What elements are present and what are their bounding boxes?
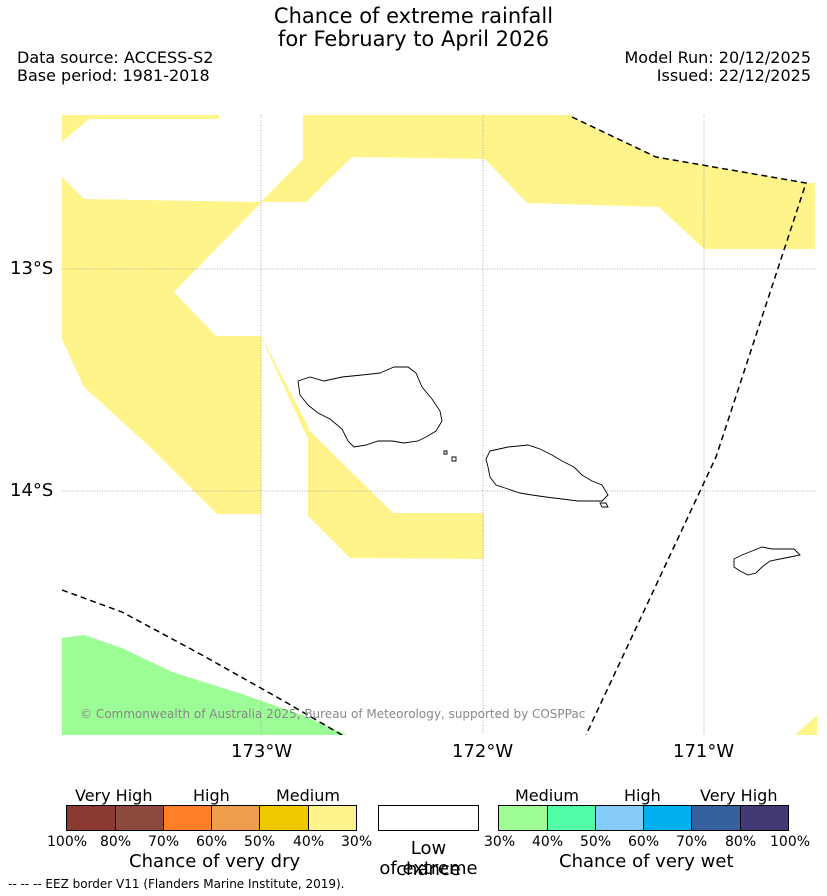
dry-swatch-80-70 — [115, 805, 164, 831]
wet-medium-region — [62, 635, 347, 735]
eez-border — [62, 116, 807, 735]
dry-category-very-high: Very High — [75, 786, 153, 805]
base-period-label: Base period: 1981-2018 — [17, 66, 210, 85]
dry-legend-title: Chance of very dry — [129, 851, 301, 872]
map-area: © Commonwealth of Australia 2025, Bureau… — [62, 115, 817, 735]
lon-label-172w: 172°W — [452, 741, 514, 762]
dry-tick-60: 60% — [196, 834, 228, 850]
wet-swatch-50-60 — [595, 805, 644, 831]
wet-swatch-40-50 — [547, 805, 596, 831]
dry-region-top-left-strip — [62, 115, 219, 142]
island-savaii — [297, 366, 443, 448]
dry-swatch-70-60 — [163, 805, 212, 831]
issued-label: Issued: 22/12/2025 — [656, 66, 811, 85]
wet-tick-100: 100% — [770, 834, 811, 850]
dry-tick-30: 30% — [341, 834, 373, 850]
lon-label-173w: 173°W — [231, 741, 293, 762]
wet-tick-50: 50% — [580, 834, 612, 850]
dry-medium-region — [62, 115, 817, 735]
wet-tick-60: 60% — [628, 834, 660, 850]
wet-swatch-80-100 — [740, 805, 789, 831]
wet-swatch-60-70 — [643, 805, 692, 831]
eez-border-southwest — [62, 589, 343, 735]
lat-label-13s: 13°S — [10, 258, 54, 279]
island-apolima — [451, 456, 457, 462]
dry-category-medium: Medium — [276, 786, 340, 805]
low-chance-title-line1: Low chance — [396, 838, 461, 880]
gridlines — [62, 115, 817, 735]
wet-category-high: High — [624, 786, 661, 805]
wet-category-medium: Medium — [515, 786, 579, 805]
dry-region-se-corner — [795, 715, 817, 735]
dry-tick-100: 100% — [47, 834, 88, 850]
island-tutuila — [733, 546, 801, 576]
dry-tick-80: 80% — [100, 834, 132, 850]
wet-legend-title: Chance of very wet — [559, 851, 734, 872]
dry-category-high: High — [193, 786, 230, 805]
eez-border-east — [571, 116, 807, 735]
dry-tick-70: 70% — [148, 834, 180, 850]
islands — [297, 366, 801, 576]
wet-category-very-high: Very High — [700, 786, 778, 805]
dry-tick-40: 40% — [293, 834, 325, 850]
model-run-label: Model Run: 20/12/2025 — [624, 48, 812, 67]
dry-swatch-40-30 — [308, 805, 357, 831]
wet-tick-30: 30% — [484, 834, 516, 850]
wet-swatch-30-40 — [498, 805, 548, 831]
dry-swatch-50-40 — [259, 805, 309, 831]
island-upolu-islet — [599, 502, 609, 508]
data-source-label: Data source: ACCESS-S2 — [17, 48, 214, 67]
wet-swatch-70-80 — [691, 805, 741, 831]
eez-footer-note: -- -- -- EEZ border V11 (Flanders Marine… — [8, 877, 345, 891]
dry-tick-50: 50% — [244, 834, 276, 850]
wet-tick-70: 70% — [676, 834, 708, 850]
low-chance-title-line2: of extreme — [379, 858, 478, 879]
dry-region-west-band — [62, 177, 484, 559]
copyright-text: © Commonwealth of Australia 2025, Bureau… — [80, 707, 585, 721]
wet-tick-40: 40% — [532, 834, 564, 850]
dry-swatch-60-50 — [211, 805, 260, 831]
wet-tick-80: 80% — [725, 834, 757, 850]
dry-swatch-100-80 — [66, 805, 116, 831]
chart-title-line1: Chance of extreme rainfall — [273, 4, 554, 28]
lat-label-14s: 14°S — [10, 480, 54, 501]
island-manono — [443, 450, 448, 455]
chart-title-line2: for February to April 2026 — [277, 27, 550, 51]
island-upolu — [485, 444, 609, 502]
dry-region-north-band — [261, 115, 815, 249]
low-chance-swatch — [378, 805, 479, 831]
lon-label-171w: 171°W — [673, 741, 735, 762]
